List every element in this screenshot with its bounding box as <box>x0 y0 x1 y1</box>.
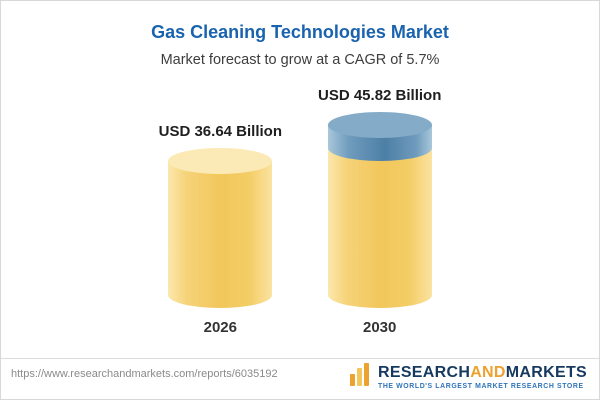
logo-tagline: THE WORLD'S LARGEST MARKET RESEARCH STOR… <box>378 383 584 391</box>
logo-word-research: RESEARCH <box>378 363 471 381</box>
cylinder-2030-top-ellipse <box>327 111 432 138</box>
logo-bars-icon <box>348 362 372 393</box>
logo-wordmark: RESEARCHANDMARKETS <box>378 363 587 382</box>
cylinder-2030 <box>327 111 432 308</box>
bar-group-2030: USD 45.82 Billion 2030 <box>318 87 441 336</box>
bar-group-2026: USD 36.64 Billion 2026 <box>159 123 282 336</box>
chart-subtitle: Market forecast to grow at a CAGR of 5.7… <box>160 52 440 68</box>
chart-title: Gas Cleaning Technologies Market <box>151 22 449 42</box>
bar-chart: USD 36.64 Billion 2026 USD 45.82 Billion… <box>1 87 599 336</box>
footer-divider <box>1 358 599 359</box>
logo-word-and: AND <box>470 363 506 381</box>
research-and-markets-logo: RESEARCHANDMARKETS THE WORLD'S LARGEST M… <box>348 362 587 393</box>
cylinder-2026-top-ellipse <box>168 148 273 175</box>
logo-word-markets: MARKETS <box>505 363 587 381</box>
report-url-link[interactable]: https://www.researchandmarkets.com/repor… <box>11 368 278 380</box>
logo-text: RESEARCHANDMARKETS THE WORLD'S LARGEST M… <box>378 363 587 391</box>
value-label-2026: USD 36.64 Billion <box>158 123 282 141</box>
cylinder-2026 <box>168 148 273 308</box>
year-label-2026: 2026 <box>203 319 237 336</box>
value-label-2030: USD 45.82 Billion <box>318 86 442 104</box>
year-label-2030: 2030 <box>363 319 397 336</box>
